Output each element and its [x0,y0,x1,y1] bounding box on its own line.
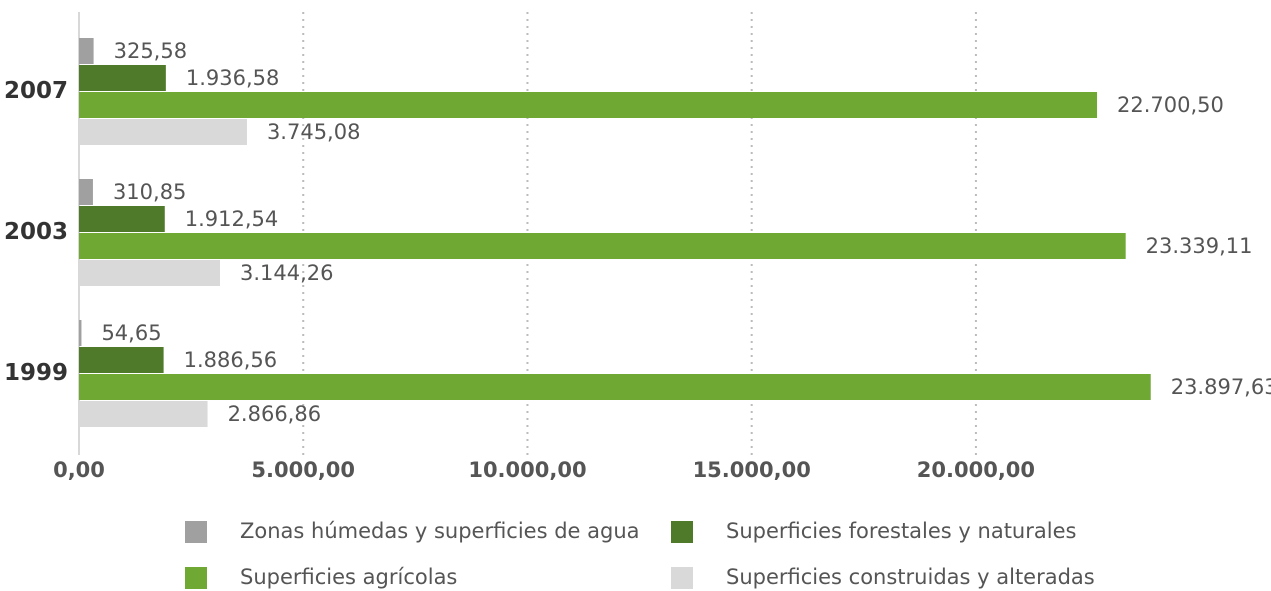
legend-label: Superficies forestales y naturales [726,519,1076,543]
bar [79,179,93,205]
legend-label: Superficies agrícolas [240,565,457,589]
value-label: 1.912,54 [185,207,279,231]
category-label: 2007 [4,78,68,104]
bar [79,206,165,232]
value-label: 325,58 [114,39,187,63]
legend-label: Superficies construidas y alteradas [726,565,1095,589]
bar [79,233,1126,259]
bar [79,374,1151,400]
legend-swatch [671,567,693,589]
legend-swatch [671,521,693,543]
x-tick-label: 10.000,00 [468,458,586,482]
x-tick-label: 15.000,00 [693,458,811,482]
bar [79,65,166,91]
bar [79,401,208,427]
x-tick-label: 5.000,00 [251,458,355,482]
bar [79,92,1098,118]
value-label: 54,65 [101,321,161,345]
bar [79,38,94,64]
legend-label: Zonas húmedas y superficies de agua [240,519,640,543]
value-label: 22.700,50 [1117,93,1224,117]
bar [79,320,82,346]
value-label: 310,85 [113,180,186,204]
value-label: 2.866,86 [228,402,322,426]
category-label: 1999 [4,360,68,386]
legend-swatch [185,521,207,543]
x-tick-label: 0,00 [53,458,105,482]
x-tick-label: 20.000,00 [917,458,1035,482]
value-label: 3.144,26 [240,261,334,285]
value-label: 23.897,63 [1171,375,1271,399]
value-label: 23.339,11 [1146,234,1253,258]
legend-swatch [185,567,207,589]
value-label: 1.886,56 [184,348,278,372]
bar [79,260,221,286]
value-label: 1.936,58 [186,66,280,90]
value-label: 3.745,08 [267,120,361,144]
category-label: 2003 [4,219,68,245]
bar [79,347,164,373]
bar [79,119,247,145]
